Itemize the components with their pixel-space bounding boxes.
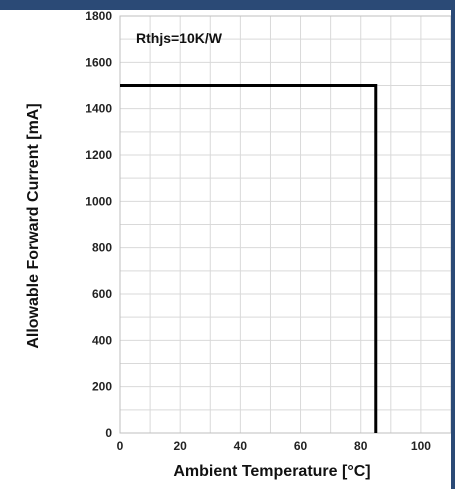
top-frame-bar (0, 0, 455, 10)
y-tick-label: 0 (105, 426, 112, 440)
y-tick-label: 800 (92, 241, 112, 255)
x-tick-label: 0 (117, 439, 124, 453)
x-tick-label: 60 (294, 439, 308, 453)
y-tick-label: 400 (92, 333, 112, 347)
y-tick-label: 1200 (85, 148, 112, 162)
right-frame-bar (451, 0, 455, 489)
x-tick-label: 40 (234, 439, 248, 453)
series-layer (120, 84, 378, 433)
y-axis-label: Allowable Forward Current [mA] (25, 103, 42, 348)
y-tick-label: 1000 (85, 194, 112, 208)
y-tick-label: 200 (92, 380, 112, 394)
y-tick-labels: 0 200 400 600 800 1000 1200 1400 1600 1800 (85, 9, 112, 440)
x-tick-label: 80 (354, 439, 368, 453)
y-tick-label: 1400 (85, 102, 112, 116)
y-tick-label: 1800 (85, 9, 112, 23)
thermal-resistance-annotation: Rthjs=10K/W (136, 30, 223, 46)
x-tick-label: 100 (411, 439, 431, 453)
x-tick-label: 20 (174, 439, 188, 453)
y-tick-label: 600 (92, 287, 112, 301)
derating-curve (120, 84, 378, 433)
x-tick-labels: 0 20 40 60 80 100 (117, 439, 432, 453)
x-axis-label: Ambient Temperature [°C] (173, 463, 370, 480)
gridlines (119, 15, 451, 434)
y-tick-label: 1600 (85, 55, 112, 69)
plot-area-frame (119, 15, 451, 434)
